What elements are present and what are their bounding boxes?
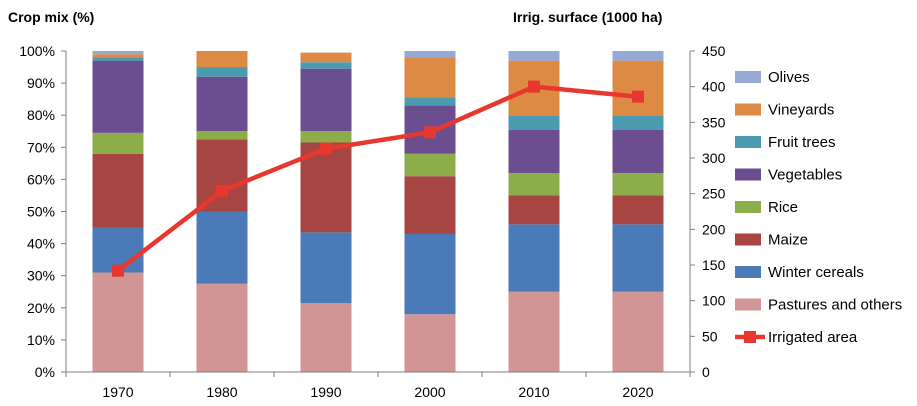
legend-swatch-fruit-trees [735,136,761,148]
bar-segment-olives-2020 [612,51,664,61]
bar-segment-vegetables-1980 [196,76,248,132]
legend-swatch-vegetables [735,168,761,181]
legend-swatch-pastures-and-others [735,298,761,311]
irrigated-area-line [116,84,639,273]
y-right-tick-label: 200 [702,221,726,237]
irrigated-area-point-2000 [424,126,436,139]
bar-segment-rice-1980 [196,131,248,140]
legend-swatch-maize [735,233,761,246]
x-tick-label: 1980 [206,384,237,400]
bar-segment-rice-1970 [92,132,144,154]
bar-segment-olives-1970 [92,51,144,55]
irrigated-area-point-2020 [632,90,644,103]
irrigated-area-point-1970 [112,264,124,277]
y-right-tick-label: 350 [702,114,726,130]
bar-segment-pastures-and-others-2010 [508,291,560,372]
y-left-title: Crop mix (%) [8,9,94,25]
y-left-tick-label: 60% [27,171,55,187]
bar-segment-rice-2020 [612,172,664,196]
bar-segment-pastures-and-others-1990 [300,302,352,372]
legend-swatch-olives [735,71,761,83]
legend-label-irrigated-area: Irrigated area [768,329,858,346]
y-left-tick-label: 20% [27,300,55,316]
bar-segment-maize-1970 [92,153,144,228]
bar-segment-rice-2010 [508,172,560,196]
irrigated-area-point-1990 [320,142,332,155]
bar-segment-vegetables-1970 [92,60,144,133]
bar-segment-winter-cereals-2010 [508,224,560,292]
bar-segment-rice-1990 [300,131,352,143]
legend-label-rice: Rice [768,199,798,216]
bar-segment-maize-2000 [404,176,456,234]
legend-label-winter-cereals: Winter cereals [768,264,864,281]
y-left-tick-label: 30% [27,268,55,284]
bar-segment-vineyards-1990 [300,52,352,63]
y-left-tick-label: 40% [27,236,55,252]
bar-segment-pastures-and-others-2000 [404,314,456,372]
bar-segment-fruit-trees-2010 [508,115,560,130]
bar-segment-vegetables-1990 [300,68,352,132]
irrigated-area-point-1980 [216,184,228,197]
bar-segment-vegetables-2010 [508,129,560,173]
bar-segment-pastures-and-others-1970 [92,272,144,372]
legend-swatch-irrigated-area-marker [744,331,756,343]
bar-segment-maize-2010 [508,195,560,225]
legend-label-vineyards: Vineyards [768,102,834,119]
legend-label-maize: Maize [768,232,808,249]
bar-segment-rice-2000 [404,153,456,177]
legend-label-fruit-trees: Fruit trees [768,134,836,151]
bar-segment-olives-2010 [508,51,560,61]
y-right-tick-label: 100 [702,293,726,309]
x-tick-label: 2020 [622,384,653,400]
y-left-tick-label: 0% [35,364,55,380]
irrigated-area-point-2010 [528,80,540,93]
bar-segment-olives-2000 [404,51,456,58]
y-left-tick-label: 10% [27,332,55,348]
bar-segment-vineyards-2000 [404,57,456,98]
bar-segment-fruit-trees-2000 [404,97,456,106]
legend-swatch-rice [735,201,761,213]
legend-label-pastures-and-others: Pastures and others [768,297,902,314]
legend-swatch-vineyards [735,103,761,116]
x-tick-label: 2000 [414,384,445,400]
y-right-tick-label: 400 [702,79,726,95]
bar-segment-winter-cereals-1990 [300,232,352,303]
bar-segment-vineyards-2020 [612,60,664,116]
y-right-tick-label: 250 [702,186,726,202]
y-right-tick-label: 150 [702,257,726,273]
bar-segment-pastures-and-others-2020 [612,291,664,372]
legend-swatch-winter-cereals [735,266,761,278]
y-right-tick-label: 50 [702,328,718,344]
y-left-tick-label: 50% [27,204,55,220]
y-right-tick-label: 0 [702,364,710,380]
x-tick-label: 1990 [310,384,341,400]
legend-label-vegetables: Vegetables [768,167,842,184]
bar-segment-maize-2020 [612,195,664,225]
y-left-tick-label: 70% [27,139,55,155]
bar-segment-winter-cereals-1980 [196,211,248,284]
bar-segment-vineyards-1970 [92,54,144,58]
y-right-tick-label: 450 [702,43,726,59]
bar-segment-maize-1980 [196,139,248,212]
y-left-tick-label: 80% [27,107,55,123]
x-tick-label: 1970 [102,384,133,400]
y-right-tick-label: 300 [702,150,726,166]
bar-segment-pastures-and-others-1980 [196,283,248,372]
bar-segment-winter-cereals-2020 [612,224,664,292]
y-right-title: Irrig. surface (1000 ha) [513,9,662,25]
legend-label-olives: Olives [768,69,810,86]
bar-segment-winter-cereals-2000 [404,233,456,315]
bar-segment-vineyards-1980 [196,51,248,68]
bar-segment-fruit-trees-1990 [300,62,352,69]
bar-segment-fruit-trees-1970 [92,57,144,61]
x-tick-label: 2010 [518,384,549,400]
y-left-tick-label: 90% [27,75,55,91]
bar-segment-fruit-trees-2020 [612,115,664,130]
bar-segment-vegetables-2020 [612,129,664,173]
y-left-tick-label: 100% [19,43,55,59]
bar-segment-fruit-trees-1980 [196,67,248,77]
